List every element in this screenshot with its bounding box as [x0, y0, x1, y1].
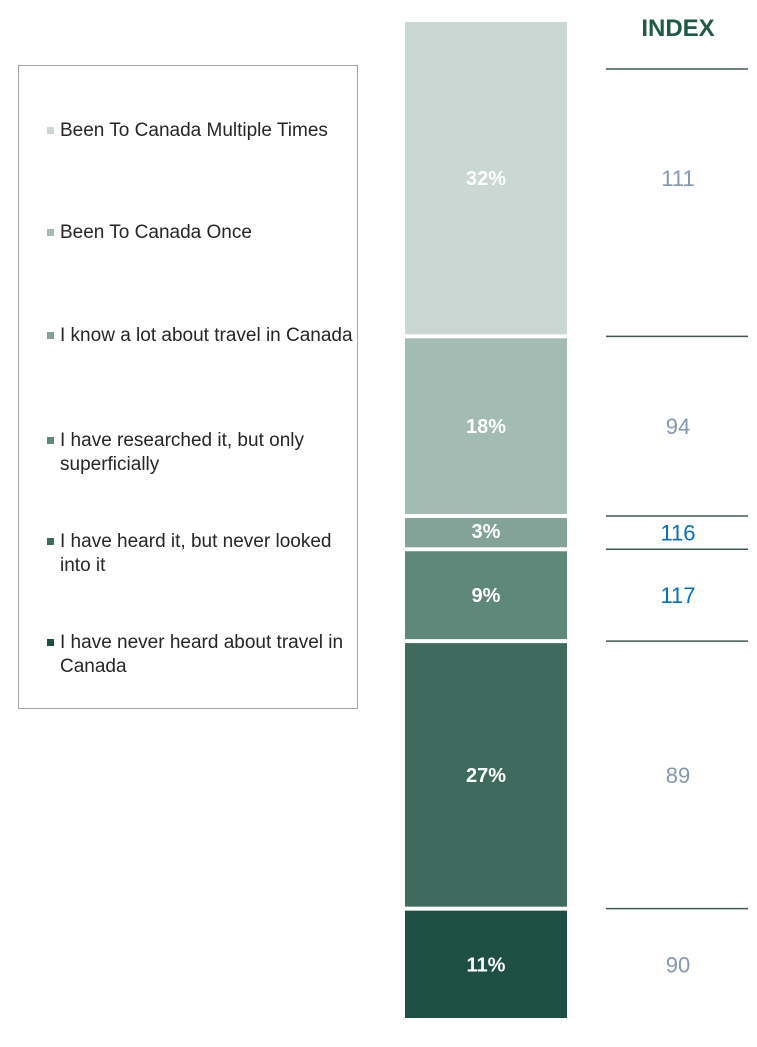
legend-item: I have heard it, but never looked into i…: [47, 530, 357, 578]
index-value: 90: [666, 952, 690, 977]
bar-segment: [405, 910, 567, 1018]
legend-label: I have heard it, but never looked into i…: [60, 531, 332, 576]
bar-segment: [405, 551, 567, 640]
legend-swatch: [47, 229, 54, 236]
legend-swatch: [47, 332, 54, 339]
legend-swatch: [47, 127, 54, 134]
legend-item: I have researched it, but only superfici…: [47, 429, 357, 477]
index-value: 94: [666, 414, 690, 439]
index-value: 89: [666, 763, 690, 788]
legend-item: I have never heard about travel in Canad…: [47, 631, 357, 679]
bars: 32% 18% 3% 9% 27% 11%: [405, 22, 567, 1018]
bar-data-label: 27%: [466, 765, 506, 787]
legend-label: I have researched it, but only superfici…: [60, 430, 304, 475]
bar-segment: [405, 22, 567, 335]
legend-swatch: [47, 639, 54, 646]
bar-data-label: 18%: [466, 416, 506, 438]
bar-segment: [405, 518, 567, 548]
legend-label: I know a lot about travel in Canada: [60, 325, 353, 346]
bar-segment: [405, 338, 567, 514]
legend-label: I have never heard about travel in Canad…: [60, 632, 344, 677]
bar-data-label: 9%: [472, 585, 501, 607]
bar-data-label: 3%: [472, 521, 501, 543]
legend-item: Been To Canada Multiple Times: [47, 119, 357, 143]
legend-swatch: [47, 437, 54, 444]
legend-item: I know a lot about travel in Canada: [47, 324, 357, 348]
legend-label: Been To Canada Once: [60, 222, 252, 243]
index-value: 111: [661, 166, 694, 191]
bar-data-label: 11%: [467, 954, 506, 976]
index-value: 117: [660, 583, 695, 608]
bar-data-label: 32%: [466, 168, 506, 190]
index-column: 111 94 116 117 89 90: [606, 68, 748, 977]
index-value: 116: [660, 521, 695, 546]
legend-swatch: [47, 538, 54, 545]
bar-segment: [405, 643, 567, 907]
legend: Been To Canada Multiple Times Been To Can…: [18, 65, 358, 709]
legend-label: Been To Canada Multiple Times: [60, 120, 328, 141]
legend-item: Been To Canada Once: [47, 221, 357, 245]
index-header: INDEX: [641, 15, 714, 42]
